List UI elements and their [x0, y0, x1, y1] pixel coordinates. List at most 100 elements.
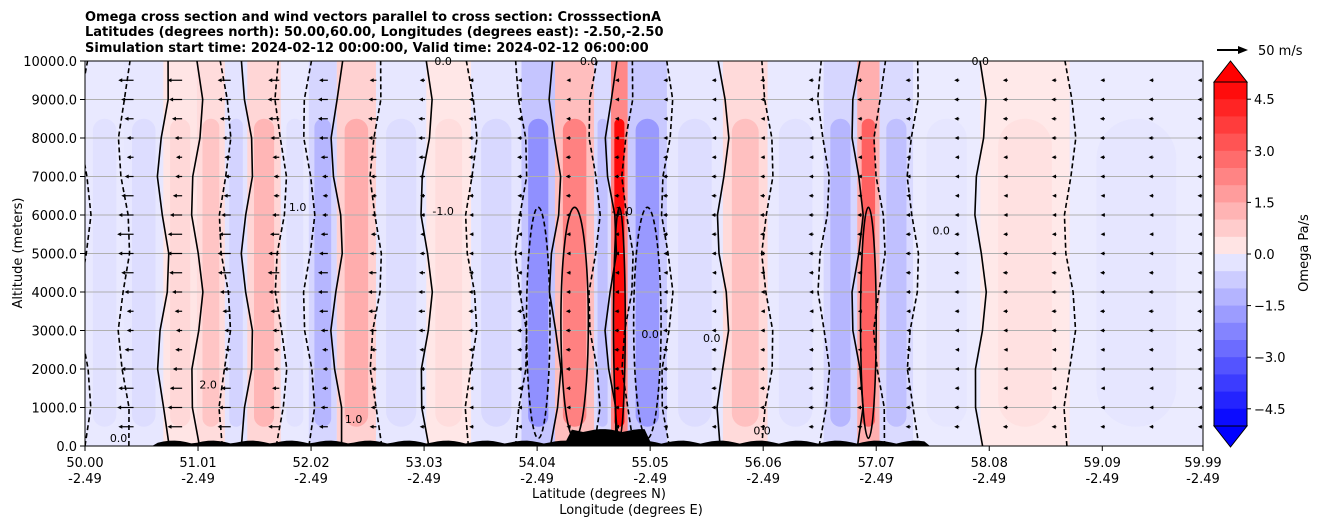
colorbar-segment-9 [1214, 236, 1247, 255]
wind-vector-head-64 [857, 386, 862, 391]
wind-vector-head-427 [1002, 97, 1007, 102]
wind-vector-head-416 [468, 97, 473, 102]
wind-vector-head-185 [905, 290, 910, 294]
contour-label-12: 0.0 [703, 332, 721, 345]
wind-vector-head-33 [517, 405, 522, 410]
wind-vector-head-82 [565, 367, 570, 371]
wind-vector-head-426 [954, 97, 959, 102]
wind-vector-head-391 [418, 116, 423, 121]
wind-vector-head-135 [809, 328, 814, 333]
wind-vector-head-225 [517, 251, 522, 256]
wind-vector-head-26 [167, 405, 172, 410]
wind-vector-head-444 [663, 78, 668, 83]
wind-vector-head-184 [857, 290, 862, 294]
colorbar-segment-13 [1214, 305, 1247, 324]
wind-vector-head-114 [955, 347, 960, 352]
wind-vector-head-210 [954, 270, 959, 275]
wind-vector-head-55 [420, 386, 425, 391]
wind-vector-head-437 [319, 78, 324, 83]
wind-vector-head-447 [808, 78, 813, 83]
contour-line-25 [1063, 61, 1077, 446]
wind-vector-head-424 [857, 97, 862, 102]
wind-vector-head-255 [808, 232, 813, 237]
x-tick-label-lat-2: 52.02 [292, 456, 329, 471]
wind-vector-head-136 [857, 328, 862, 333]
omega-band-core-16 [635, 118, 660, 427]
wind-vector-head-241 [117, 232, 122, 237]
wind-vector-head-149 [319, 309, 324, 314]
wind-vector-head-42 [954, 405, 959, 410]
wind-vector-head-404 [1051, 116, 1056, 121]
wind-vector-head-79 [420, 367, 425, 371]
wind-vector-head-244 [269, 232, 274, 237]
wind-vector-head-425 [905, 97, 910, 102]
wind-vector-head-212 [1051, 270, 1056, 275]
wind-vector-head-125 [320, 328, 325, 333]
colorbar-segment-2 [1214, 116, 1247, 135]
wind-vector-head-440 [469, 78, 474, 83]
wind-vector-head-366 [368, 136, 373, 140]
wind-vector-head-430 [1148, 97, 1153, 102]
chart-title-line-2: Latitudes (degrees north): 50.00,60.00, … [85, 25, 664, 40]
wind-vector-head-29 [320, 405, 325, 410]
wind-vector-head-13 [711, 424, 716, 429]
wind-vector-head-142 [1148, 328, 1153, 333]
contour-line-20 [816, 61, 831, 446]
wind-vector-head-443 [614, 78, 619, 83]
contour-label-0: 0.0 [641, 328, 659, 341]
wind-vector-head-343 [418, 155, 423, 160]
wind-vector-head-234 [954, 251, 959, 256]
wind-vector-head-102 [370, 347, 375, 352]
wind-vector-head-352 [857, 155, 862, 160]
wind-vector-head-309 [1100, 193, 1105, 198]
wind-vector-head-202 [566, 270, 571, 275]
wind-vector-head-371 [614, 136, 619, 140]
wind-vector-head-359 [1196, 155, 1201, 160]
wind-vector-head-453 [1100, 78, 1105, 83]
wind-vector-head-378 [954, 136, 959, 140]
x-tick-label-lat-5: 55.05 [632, 456, 669, 471]
contour-line-10 [420, 61, 434, 446]
wind-vector-head-285 [1100, 213, 1105, 217]
wind-vector-head-69 [1100, 386, 1105, 391]
wind-vector-head-11 [614, 424, 619, 429]
y-tick-label-5: 5000.0 [32, 248, 78, 263]
contour-closed-12 [525, 206, 551, 440]
wind-vector-head-310 [1149, 193, 1154, 198]
wind-vector-head-93 [1100, 367, 1105, 371]
wind-vector-head-89 [906, 367, 911, 371]
wind-vector-head-52 [271, 386, 276, 391]
wind-vector-head-110 [760, 347, 765, 352]
x-tick-label-lon-1: -2.49 [181, 472, 215, 487]
y-tick-label-1: 1000.0 [32, 402, 78, 417]
wind-vector-head-207 [808, 270, 813, 275]
wind-vector-head-10 [566, 424, 571, 429]
wind-vector-head-295 [420, 193, 425, 198]
wind-vector-head-120 [77, 329, 81, 333]
wind-vector-head-238 [1149, 251, 1154, 256]
wind-vector-head-22 [1149, 424, 1154, 429]
colorbar-tick-label-6: 4.5 [1254, 93, 1275, 108]
contour-line-5 [240, 61, 254, 446]
wind-vector-head-58 [566, 386, 571, 391]
wind-vector-head-421 [712, 97, 717, 102]
wind-vector-head-420 [663, 97, 668, 102]
wind-vector-head-346 [565, 155, 570, 160]
wind-vector-head-450 [954, 78, 959, 83]
wind-vector-head-364 [270, 136, 275, 140]
wind-vector-head-57 [517, 386, 522, 391]
wind-vector-head-40 [857, 405, 862, 410]
colorbar-segment-14 [1214, 322, 1247, 341]
wind-vector-head-400 [857, 116, 862, 121]
wind-vector-head-247 [420, 232, 425, 237]
omega-band-core-12 [528, 118, 549, 427]
wind-vector-head-300 [662, 193, 667, 198]
wind-vector-head-175 [418, 290, 423, 294]
y-tick-label-10: 10000.0 [23, 55, 77, 70]
omega-band-core-24 [998, 118, 1052, 427]
wind-vector-head-228 [663, 251, 668, 256]
wind-vector-head-318 [370, 174, 375, 179]
wind-vector-head-113 [906, 347, 911, 352]
wind-vector-head-251 [614, 232, 619, 237]
colorbar-segment-4 [1214, 150, 1247, 169]
